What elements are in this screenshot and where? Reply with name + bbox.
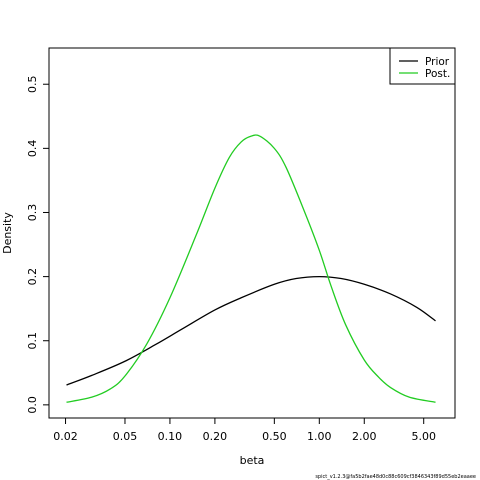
legend-label-post: Post.: [425, 68, 450, 80]
x-tick-label: 5.00: [411, 430, 436, 443]
y-tick-label: 0.3: [26, 204, 39, 222]
legend-box: [389, 47, 456, 85]
series-line-post: [66, 134, 436, 403]
series-layer: [66, 134, 436, 403]
y-axis-label: Density: [1, 212, 14, 254]
footer-version-text: spict_v1.2.3@fa5b2fae48d0c88c609cf384634…: [315, 474, 476, 480]
x-axis-label: beta: [240, 454, 265, 467]
x-tick-label: 0.05: [113, 430, 138, 443]
y-tick-label: 0.5: [26, 75, 39, 93]
y-tick-label: 0.0: [26, 396, 39, 414]
y-tick-label: 0.1: [26, 332, 39, 350]
x-axis: 0.02 0.05 0.10 0.20 0.50 1.00 2.00 5.00: [53, 417, 436, 443]
x-tick-label: 1.00: [307, 430, 332, 443]
x-tick-label: 0.10: [158, 430, 183, 443]
x-tick-label: 0.02: [53, 430, 78, 443]
y-tick-label: 0.4: [26, 140, 39, 158]
x-tick-label: 2.00: [352, 430, 377, 443]
y-axis: 0.0 0.1 0.2 0.3 0.4 0.5: [26, 75, 50, 414]
x-tick-label: 0.50: [262, 430, 287, 443]
x-tick-label: 0.20: [203, 430, 228, 443]
legend: Prior Post.: [389, 47, 456, 85]
legend-label-prior: Prior: [425, 56, 450, 68]
series-line-prior: [66, 275, 436, 386]
y-tick-label: 0.2: [26, 268, 39, 286]
